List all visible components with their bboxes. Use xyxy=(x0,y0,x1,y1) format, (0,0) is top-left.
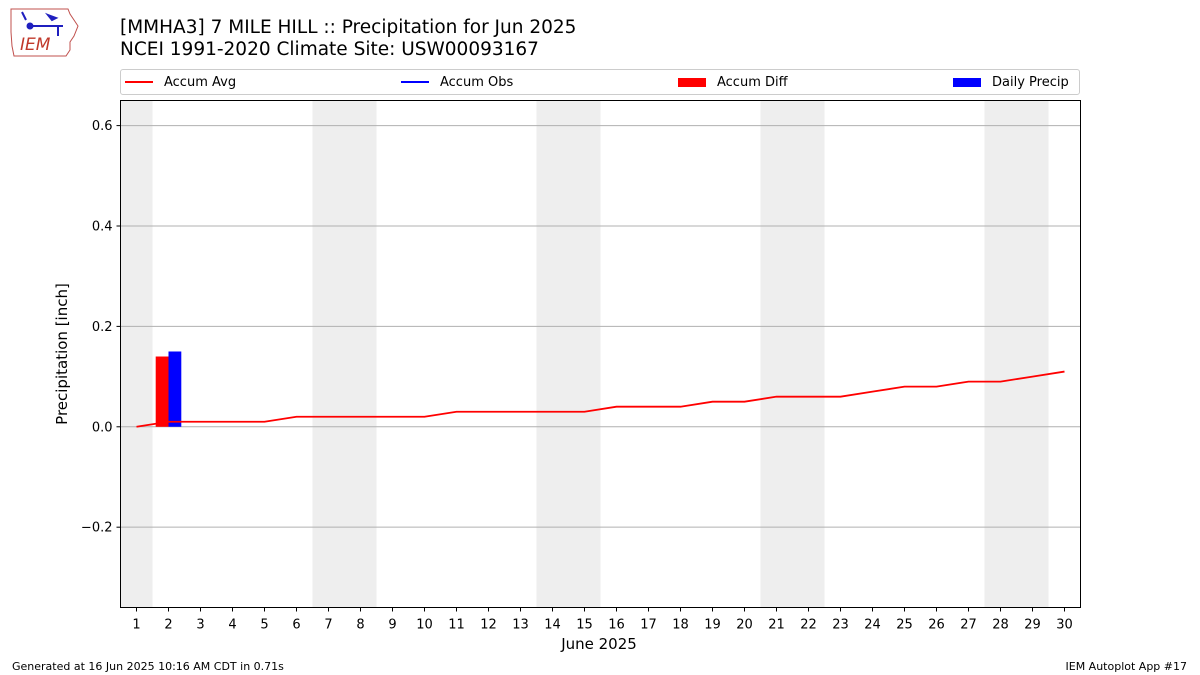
legend-swatch-accum-avg xyxy=(125,81,153,83)
y-tick-label: 0.6 xyxy=(92,119,113,134)
iem-logo: IEM xyxy=(10,8,79,57)
bar-daily-precip xyxy=(168,351,182,427)
x-tick-label: 30 xyxy=(1056,618,1073,633)
x-tick-label: 9 xyxy=(388,618,396,633)
legend-label-daily-precip: Daily Precip xyxy=(992,74,1069,90)
chart-legend: Accum Avg Accum Obs Accum Diff Daily Pre… xyxy=(120,69,1080,95)
weekend-band-4 xyxy=(984,100,1049,608)
x-tick-label: 17 xyxy=(640,618,657,633)
x-tick-label: 13 xyxy=(512,618,529,633)
x-tick-label: 20 xyxy=(736,618,753,633)
x-tick-label: 15 xyxy=(576,618,593,633)
x-tick-label: 14 xyxy=(544,618,561,633)
x-tick-label: 1 xyxy=(132,618,140,633)
x-tick-label: 19 xyxy=(704,618,721,633)
x-tick-label: 7 xyxy=(324,618,332,633)
legend-label-accum-obs: Accum Obs xyxy=(440,74,514,90)
x-tick-label: 25 xyxy=(896,618,913,633)
footer-app-id: IEM Autoplot App #17 xyxy=(1065,660,1188,673)
x-tick-label: 12 xyxy=(480,618,497,633)
legend-label-accum-diff: Accum Diff xyxy=(717,74,788,90)
x-tick-label: 29 xyxy=(1024,618,1041,633)
x-tick-label: 16 xyxy=(608,618,625,633)
x-tick-label: 22 xyxy=(800,618,817,633)
legend-item-accum-obs: Accum Obs xyxy=(401,70,513,94)
weekend-band-3 xyxy=(760,100,825,608)
weather-station-icon xyxy=(21,11,63,36)
x-tick-label: 26 xyxy=(928,618,945,633)
weekend-shading xyxy=(120,100,1049,608)
weekend-band-1 xyxy=(312,100,377,608)
series-lines xyxy=(136,370,1065,428)
x-tick-label: 8 xyxy=(356,618,364,633)
y-tick-label: −0.2 xyxy=(81,521,113,536)
x-tick-label: 4 xyxy=(228,618,236,633)
x-tick-label: 5 xyxy=(260,618,268,633)
footer-generated-info: Generated at 16 Jun 2025 10:16 AM CDT in… xyxy=(12,660,284,673)
y-tick-label: 0.4 xyxy=(92,219,113,234)
x-tick-label: 3 xyxy=(196,618,204,633)
x-tick-label: 11 xyxy=(448,618,465,633)
iowa-state-outline-icon xyxy=(10,8,79,57)
x-axis-label: June 2025 xyxy=(560,635,637,653)
legend-item-accum-avg: Accum Avg xyxy=(125,70,236,94)
x-tick-label: 6 xyxy=(292,618,300,633)
weekend-band-0 xyxy=(120,100,153,608)
x-tick-label: 28 xyxy=(992,618,1009,633)
legend-item-daily-precip: Daily Precip xyxy=(953,70,1069,94)
bars xyxy=(155,351,182,427)
x-tick-label: 21 xyxy=(768,618,785,633)
legend-swatch-daily-precip xyxy=(953,77,981,87)
y-tick-label: 0.2 xyxy=(92,320,113,335)
legend-swatch-accum-obs xyxy=(401,81,429,83)
x-tick-label: 2 xyxy=(164,618,172,633)
x-tick-label: 27 xyxy=(960,618,977,633)
y-gridlines xyxy=(120,125,1081,528)
logo-text: IEM xyxy=(20,35,51,55)
line-accum-avg xyxy=(136,370,1065,428)
chart-subtitle: NCEI 1991-2020 Climate Site: USW00093167 xyxy=(120,39,539,60)
y-tick-label: 0.0 xyxy=(92,420,113,435)
x-axis: 1 2 3 4 5 6 7 8 9 10 11 12 13 14 15 16 17 18 19 20 21 22 23 24 2… xyxy=(132,607,1073,633)
x-tick-label: 24 xyxy=(864,618,881,633)
y-axis: −0.2 0.0 0.2 0.4 0.6 xyxy=(81,119,121,536)
x-tick-label: 18 xyxy=(672,618,689,633)
x-tick-label: 23 xyxy=(832,618,849,633)
plot-frame xyxy=(120,100,1081,608)
y-axis-label: Precipitation [inch] xyxy=(53,283,71,425)
x-tick-label: 10 xyxy=(416,618,433,633)
chart-title: [MMHA3] 7 MILE HILL :: Precipitation for… xyxy=(120,17,577,38)
weekend-band-2 xyxy=(536,100,601,608)
legend-label-accum-avg: Accum Avg xyxy=(164,74,237,90)
legend-swatch-accum-diff xyxy=(678,77,706,87)
legend-item-accum-diff: Accum Diff xyxy=(678,70,788,94)
bar-accum-diff xyxy=(155,356,169,427)
